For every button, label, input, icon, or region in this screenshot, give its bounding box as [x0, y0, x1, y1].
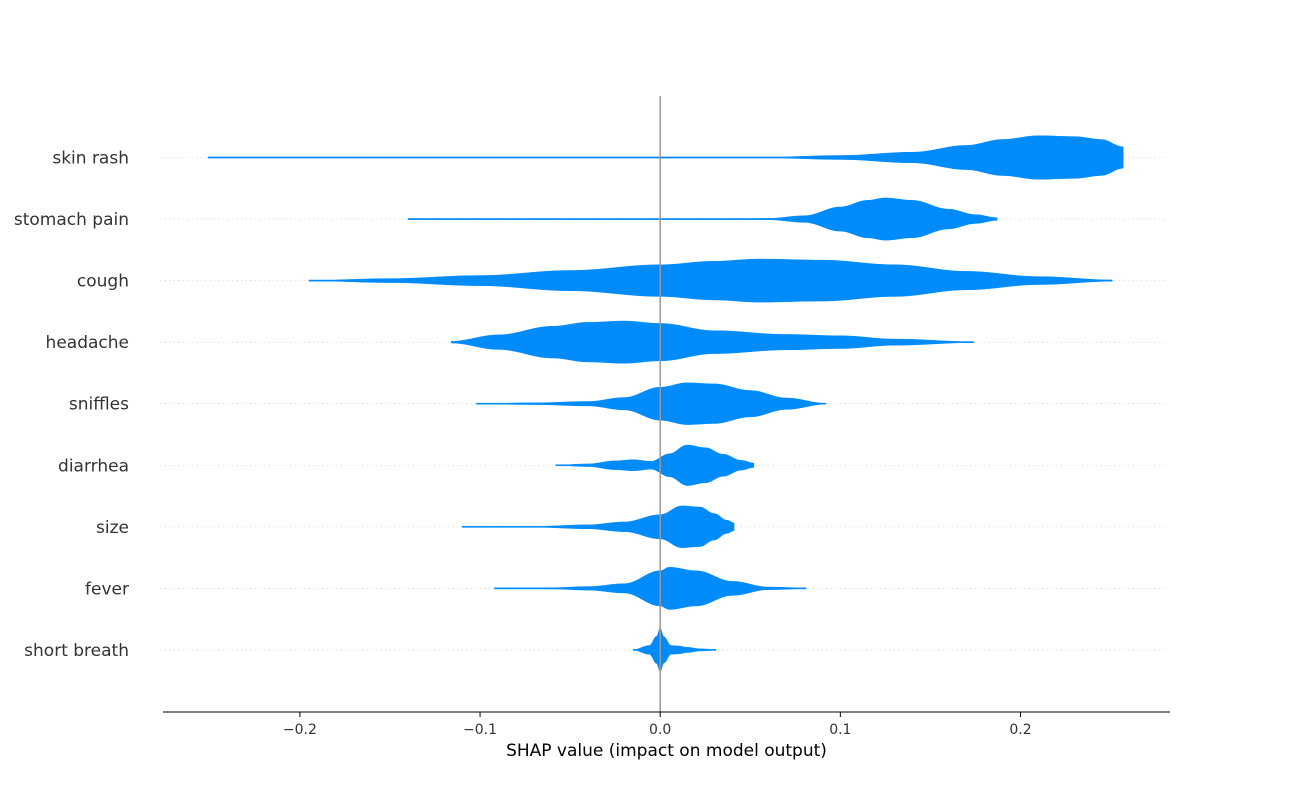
violin-skin-rash — [207, 135, 1124, 180]
x-tick-label: 0.2 — [1009, 722, 1031, 738]
violin-fever — [494, 566, 807, 610]
violin-diarrhea — [555, 444, 755, 486]
feature-label-size: size — [96, 518, 129, 538]
x-tick-label: −0.2 — [283, 722, 317, 738]
feature-label-diarrhea: diarrhea — [58, 456, 129, 476]
x-axis-ticks: −0.2 −0.1 0.0 0.1 0.2 — [283, 712, 1032, 738]
violin-short-breath — [632, 628, 717, 672]
violin-size — [461, 505, 735, 548]
feature-label-sniffles: sniffles — [69, 395, 129, 415]
x-tick-label: 0.0 — [649, 722, 671, 738]
feature-label-fever: fever — [85, 579, 129, 599]
x-axis-title: SHAP value (impact on model output) — [506, 741, 827, 761]
feature-labels: skin rash stomach pain cough headache sniffl… — [14, 149, 129, 661]
violin-cough — [308, 258, 1113, 303]
x-tick-label: 0.1 — [829, 722, 851, 738]
violin-stomach-pain — [407, 197, 998, 241]
violin-headache — [450, 320, 974, 364]
x-tick-label: −0.1 — [463, 722, 497, 738]
violin-sniffles — [476, 382, 827, 425]
feature-label-stomach-pain: stomach pain — [14, 210, 129, 230]
feature-label-headache: headache — [46, 333, 129, 353]
feature-label-cough: cough — [77, 272, 129, 292]
feature-label-short-breath: short breath — [24, 641, 129, 661]
feature-label-skin-rash: skin rash — [52, 149, 129, 169]
violin-plots — [207, 135, 1124, 672]
